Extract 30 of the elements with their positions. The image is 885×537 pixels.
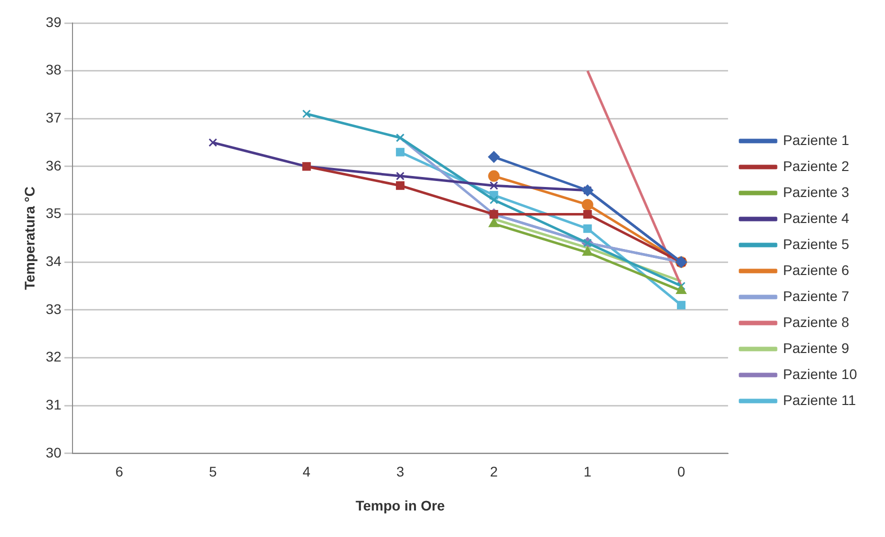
x-tick-label: 6	[115, 464, 124, 480]
legend-label: Paziente 4	[783, 210, 850, 226]
y-tick-label: 30	[46, 444, 62, 460]
y-tick-label: 37	[46, 110, 62, 126]
y-tick-label: 35	[46, 205, 62, 222]
x-tick-label: 2	[490, 464, 498, 480]
x-tick-label: 1	[584, 464, 592, 480]
legend-label: Paziente 11	[783, 392, 856, 408]
x-tick-label: 3	[396, 464, 404, 480]
y-tick-label: 31	[46, 396, 62, 412]
y-tick-label: 32	[46, 348, 62, 365]
y-tick-label: 39	[46, 14, 62, 30]
legend-label: Paziente 6	[783, 262, 850, 278]
legend-label: Paziente 3	[783, 184, 850, 200]
y-tick-label: 33	[46, 300, 62, 317]
legend-label: Paziente 10	[783, 366, 858, 382]
x-tick-label: 4	[302, 464, 311, 480]
legend-label: Paziente 7	[783, 288, 850, 304]
y-tick-label: 34	[46, 252, 62, 269]
legend-label: Paziente 2	[783, 158, 850, 174]
y-axis-title: Temperatura °C	[21, 186, 38, 290]
legend-label: Paziente 5	[783, 236, 850, 252]
x-tick-label: 0	[677, 464, 686, 480]
y-tick-label: 38	[46, 62, 62, 78]
y-tick-label: 36	[46, 157, 62, 174]
x-tick-label: 5	[208, 464, 217, 480]
legend-label: Paziente 1	[783, 132, 850, 148]
legend-label: Paziente 9	[783, 340, 850, 356]
x-axis-title: Tempo in Ore	[356, 497, 446, 514]
legend-label: Paziente 8	[783, 314, 850, 330]
